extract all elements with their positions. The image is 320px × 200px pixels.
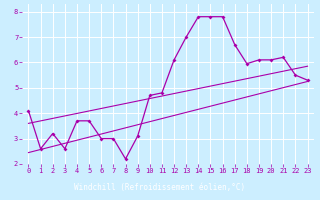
Text: Windchill (Refroidissement éolien,°C): Windchill (Refroidissement éolien,°C) xyxy=(75,183,245,192)
